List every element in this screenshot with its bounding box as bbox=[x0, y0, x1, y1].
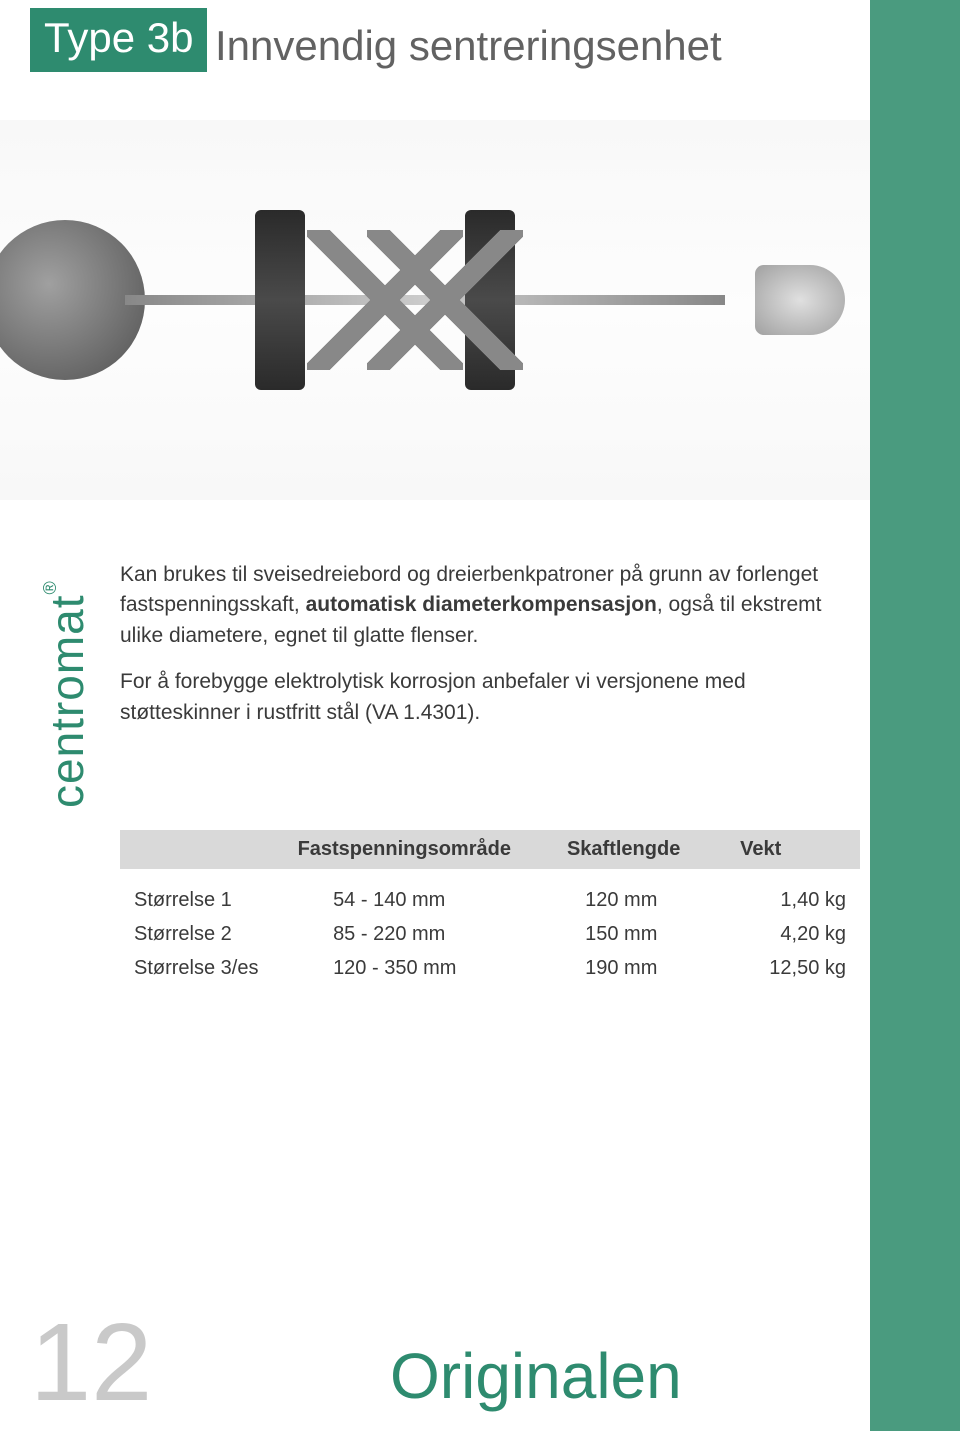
table-body: Størrelse 1 54 - 140 mm 120 mm 1,40 kg S… bbox=[120, 869, 860, 985]
table-row: Størrelse 2 85 - 220 mm 150 mm 4,20 kg bbox=[134, 917, 846, 951]
cell-weight: 12,50 kg bbox=[741, 951, 847, 985]
table-row: Størrelse 1 54 - 140 mm 120 mm 1,40 kg bbox=[134, 883, 846, 917]
cell-range: 85 - 220 mm bbox=[297, 917, 567, 951]
header-shaft: Skaftlengde bbox=[567, 838, 740, 861]
brand-vertical: centromat® bbox=[40, 580, 94, 808]
description-para-1: Kan brukes til sveisedreiebord og dreier… bbox=[120, 560, 860, 651]
page-number: 12 bbox=[30, 1299, 152, 1426]
cell-shaft: 120 mm bbox=[567, 883, 740, 917]
footer-brand: Originalen bbox=[390, 1339, 682, 1413]
cell-range: 120 - 350 mm bbox=[297, 951, 567, 985]
type-badge: Type 3b bbox=[30, 8, 207, 72]
cell-weight: 1,40 kg bbox=[741, 883, 847, 917]
table-row: Størrelse 3/es 120 - 350 mm 190 mm 12,50… bbox=[134, 951, 846, 985]
description-block: Kan brukes til sveisedreiebord og dreier… bbox=[120, 560, 860, 744]
cell-label: Størrelse 2 bbox=[134, 917, 297, 951]
spec-table: Fastspenningsområde Skaftlengde Vekt Stø… bbox=[120, 830, 860, 985]
device-illustration bbox=[25, 180, 845, 440]
cell-shaft: 190 mm bbox=[567, 951, 740, 985]
description-para-2: For å forebygge elektrolytisk korrosjon … bbox=[120, 667, 860, 728]
header-weight: Vekt bbox=[740, 838, 846, 861]
sidebar-decor bbox=[870, 0, 960, 1431]
cell-label: Størrelse 3/es bbox=[134, 951, 297, 985]
header-spacer bbox=[134, 838, 298, 861]
cell-weight: 4,20 kg bbox=[741, 917, 847, 951]
header-range: Fastspenningsområde bbox=[298, 838, 567, 861]
brand-text: centromat bbox=[41, 594, 93, 808]
table-header: Fastspenningsområde Skaftlengde Vekt bbox=[120, 830, 860, 869]
cell-shaft: 150 mm bbox=[567, 917, 740, 951]
cell-range: 54 - 140 mm bbox=[297, 883, 567, 917]
para1-bold: automatisk diameterkompensasjon bbox=[306, 593, 657, 616]
cell-label: Størrelse 1 bbox=[134, 883, 297, 917]
product-image bbox=[0, 120, 870, 500]
registered-mark: ® bbox=[40, 580, 60, 594]
page-title: Innvendig sentreringsenhet bbox=[215, 22, 722, 70]
